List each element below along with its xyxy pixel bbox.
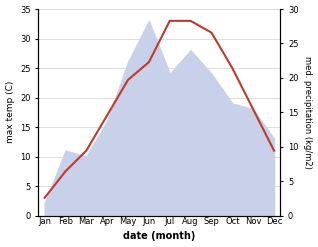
Y-axis label: max temp (C): max temp (C) (5, 81, 15, 144)
X-axis label: date (month): date (month) (123, 231, 196, 242)
Y-axis label: med. precipitation (kg/m2): med. precipitation (kg/m2) (303, 56, 313, 169)
